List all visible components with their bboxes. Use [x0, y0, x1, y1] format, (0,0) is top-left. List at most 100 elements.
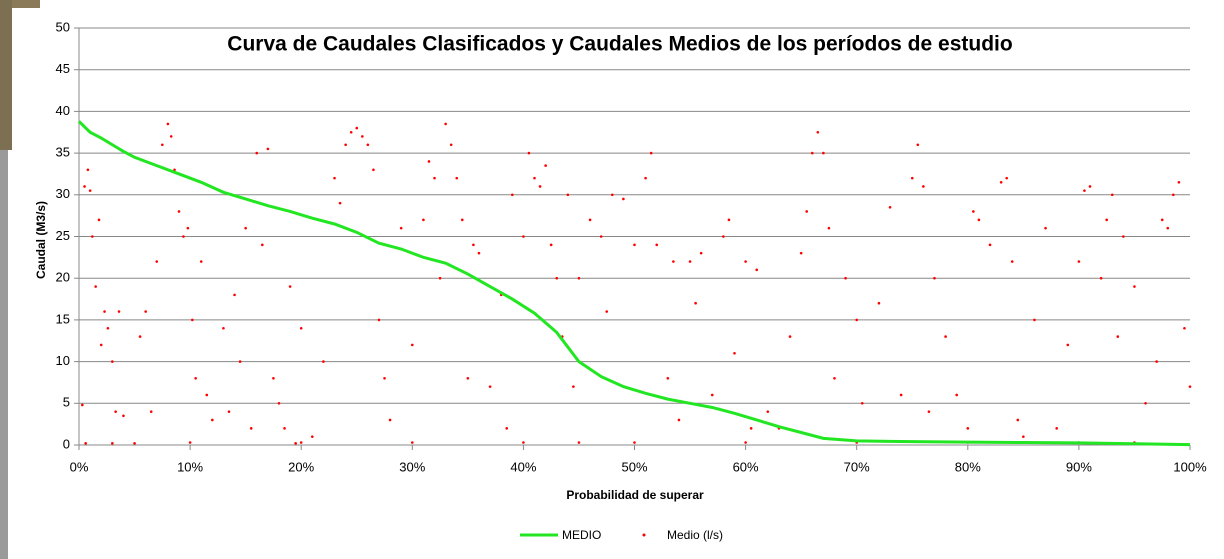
- data-point: [633, 441, 636, 444]
- data-point: [289, 285, 292, 288]
- data-point: [544, 164, 547, 167]
- data-point: [922, 185, 925, 188]
- data-point: [805, 210, 808, 213]
- data-point: [450, 143, 453, 146]
- y-tick-label: 20: [56, 270, 70, 285]
- data-point: [817, 131, 820, 134]
- data-point: [161, 143, 164, 146]
- legend-swatch: [643, 534, 646, 537]
- data-point: [811, 152, 814, 155]
- x-tick-label: 70%: [844, 459, 870, 474]
- data-point: [283, 427, 286, 430]
- data-point: [94, 285, 97, 288]
- background: [0, 0, 1224, 559]
- data-point: [428, 160, 431, 163]
- data-point: [644, 177, 647, 180]
- data-point: [389, 419, 392, 422]
- data-point: [555, 277, 558, 280]
- data-point: [689, 260, 692, 263]
- data-point: [1078, 260, 1081, 263]
- data-point: [233, 294, 236, 297]
- y-tick-label: 15: [56, 311, 70, 326]
- y-tick-label: 0: [63, 436, 70, 451]
- data-point: [1183, 327, 1186, 330]
- data-point: [189, 441, 192, 444]
- data-point: [650, 152, 653, 155]
- data-point: [1105, 219, 1108, 222]
- y-tick-label: 10: [56, 353, 70, 368]
- data-point: [378, 319, 381, 322]
- data-point: [100, 344, 103, 347]
- legend-label: Medio (l/s): [667, 528, 723, 542]
- data-point: [239, 360, 242, 363]
- chart: Curva de Caudales Clasificados y Caudale…: [0, 0, 1224, 559]
- data-point: [250, 427, 253, 430]
- data-point: [955, 394, 958, 397]
- data-point: [339, 202, 342, 205]
- data-point: [1000, 181, 1003, 184]
- data-point: [1144, 402, 1147, 405]
- data-point: [744, 441, 747, 444]
- data-point: [1016, 419, 1019, 422]
- data-point: [144, 310, 147, 313]
- data-point: [191, 319, 194, 322]
- data-point: [1022, 435, 1025, 438]
- data-point: [911, 177, 914, 180]
- x-tick-label: 90%: [1066, 459, 1092, 474]
- data-point: [1172, 194, 1175, 197]
- data-point: [855, 319, 858, 322]
- data-point: [655, 244, 658, 247]
- data-point: [478, 252, 481, 255]
- x-tick-label: 100%: [1173, 459, 1207, 474]
- data-point: [178, 210, 181, 213]
- x-tick-label: 10%: [177, 459, 203, 474]
- data-point: [1155, 360, 1158, 363]
- data-point: [170, 135, 173, 138]
- data-point: [114, 410, 117, 413]
- x-tick-label: 0%: [70, 459, 89, 474]
- data-point: [1089, 185, 1092, 188]
- x-tick-label: 60%: [733, 459, 759, 474]
- data-point: [433, 177, 436, 180]
- data-point: [744, 260, 747, 263]
- data-point: [355, 127, 358, 130]
- data-point: [722, 235, 725, 238]
- data-point: [222, 327, 225, 330]
- x-tick-label: 50%: [621, 459, 647, 474]
- data-point: [578, 441, 581, 444]
- data-point: [889, 206, 892, 209]
- data-point: [900, 394, 903, 397]
- data-point: [667, 377, 670, 380]
- data-point: [533, 177, 536, 180]
- data-point: [733, 352, 736, 355]
- data-point: [1116, 335, 1119, 338]
- y-tick-label: 40: [56, 103, 70, 118]
- y-tick-label: 50: [56, 19, 70, 34]
- data-point: [505, 427, 508, 430]
- data-point: [383, 377, 386, 380]
- data-point: [489, 385, 492, 388]
- data-point: [187, 227, 190, 230]
- data-point: [755, 269, 758, 272]
- data-point: [511, 194, 514, 197]
- data-point: [1122, 235, 1125, 238]
- y-tick-label: 45: [56, 61, 70, 76]
- data-point: [278, 402, 281, 405]
- data-point: [522, 441, 525, 444]
- data-point: [444, 123, 447, 126]
- data-point: [411, 441, 414, 444]
- data-point: [311, 435, 314, 438]
- data-point: [728, 219, 731, 222]
- data-point: [522, 235, 525, 238]
- photo-strip: [0, 0, 12, 150]
- data-point: [344, 143, 347, 146]
- y-tick-label: 30: [56, 186, 70, 201]
- data-point: [822, 152, 825, 155]
- x-tick-label: 20%: [288, 459, 314, 474]
- data-point: [1189, 385, 1192, 388]
- data-point: [1044, 227, 1047, 230]
- data-point: [361, 135, 364, 138]
- data-point: [87, 168, 90, 171]
- data-point: [167, 123, 170, 126]
- data-point: [1178, 181, 1181, 184]
